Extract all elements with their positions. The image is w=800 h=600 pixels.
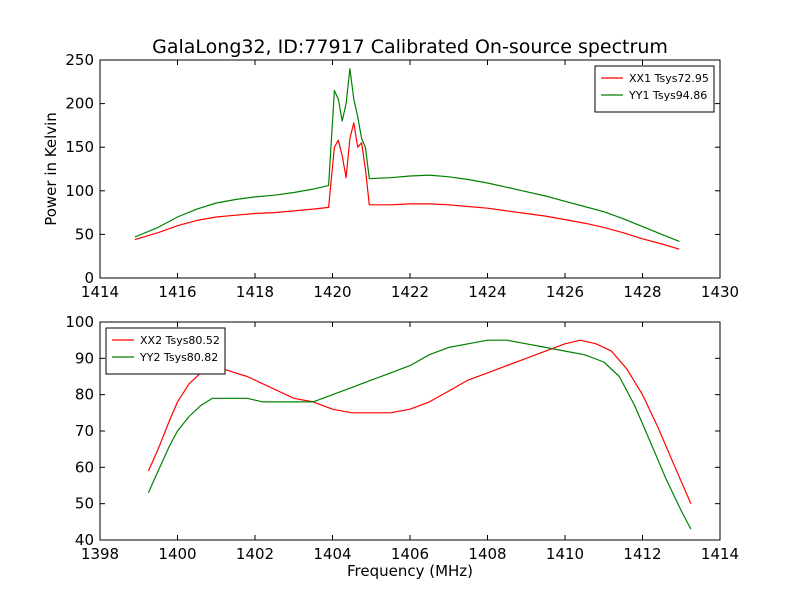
x-tick-label: 1424 — [468, 283, 506, 301]
legend-entry: YY1 Tsys94.86 — [628, 89, 707, 102]
x-tick-label: 1428 — [623, 283, 661, 301]
y-axis-label: Power in Kelvin — [42, 112, 60, 226]
x-tick-label: 1404 — [313, 545, 351, 563]
y-tick-label: 250 — [65, 51, 94, 69]
legend: XX1 Tsys72.95 YY1 Tsys94.86 — [594, 65, 715, 113]
y-tick-label: 50 — [75, 495, 94, 513]
legend: XX2 Tsys80.52 YY2 Tsys80.82 — [105, 327, 226, 375]
x-tick-label: 1430 — [701, 283, 739, 301]
x-tick-label: 1418 — [236, 283, 274, 301]
y-tick-label: 80 — [75, 386, 94, 404]
x-tick-label: 1412 — [623, 545, 661, 563]
x-tick-label: 1408 — [468, 545, 506, 563]
y-tick-label: 70 — [75, 422, 94, 440]
y-tick-label: 90 — [75, 349, 94, 367]
y-tick-label: 50 — [75, 225, 94, 243]
series-line-yy2-tsys80-82 — [147, 339, 692, 530]
chart-title: GalaLong32, ID:77917 Calibrated On-sourc… — [152, 36, 668, 58]
top-panel: 1414 1416 1418 1420 1422 1424 1426 1428 1430 0 50 1… — [42, 51, 739, 301]
x-tick-label: 1398 — [81, 545, 119, 563]
x-tick-label: 1420 — [313, 283, 351, 301]
x-tick-label: 1402 — [236, 545, 274, 563]
x-tick-label: 1410 — [546, 545, 584, 563]
x-tick-label: 1414 — [81, 283, 119, 301]
y-tick-label: 100 — [65, 182, 94, 200]
x-tick-label: 1422 — [391, 283, 429, 301]
bottom-panel: 1398 1400 1402 1404 1406 1408 1410 1412 1414 40 50… — [65, 313, 739, 580]
series-line-xx1-tsys72-95 — [134, 122, 680, 250]
legend-entry: XX1 Tsys72.95 — [629, 72, 709, 85]
x-tick-label: 1426 — [546, 283, 584, 301]
x-tick-label: 1416 — [158, 283, 196, 301]
y-tick-label: 150 — [65, 138, 94, 156]
legend-box — [594, 65, 715, 113]
x-tick-label: 1406 — [391, 545, 429, 563]
y-tick-label: 100 — [65, 313, 94, 331]
y-tick-label: 40 — [75, 531, 94, 549]
legend-entry: XX2 Tsys80.52 — [140, 334, 220, 347]
y-tick-label: 200 — [65, 95, 94, 113]
x-axis-label: Frequency (MHz) — [347, 562, 473, 580]
series-line-yy1-tsys94-86 — [134, 68, 680, 242]
y-tick-label: 60 — [75, 458, 94, 476]
x-tick-label: 1400 — [158, 545, 196, 563]
x-tick-label: 1414 — [701, 545, 739, 563]
y-tick-label: 0 — [84, 269, 94, 287]
legend-box — [105, 327, 226, 375]
legend-entry: YY2 Tsys80.82 — [139, 351, 218, 364]
